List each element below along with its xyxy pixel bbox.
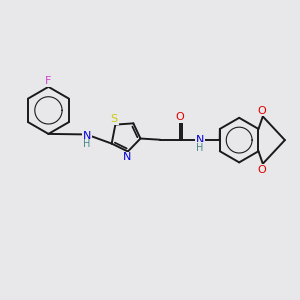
Text: N: N xyxy=(83,131,91,141)
Text: H: H xyxy=(196,143,204,153)
Text: O: O xyxy=(176,112,184,122)
Text: N: N xyxy=(196,135,204,145)
Text: O: O xyxy=(257,106,266,116)
Text: O: O xyxy=(257,165,266,175)
Text: H: H xyxy=(83,139,90,149)
Text: S: S xyxy=(111,114,118,124)
Text: N: N xyxy=(122,152,131,162)
Text: F: F xyxy=(45,76,52,86)
